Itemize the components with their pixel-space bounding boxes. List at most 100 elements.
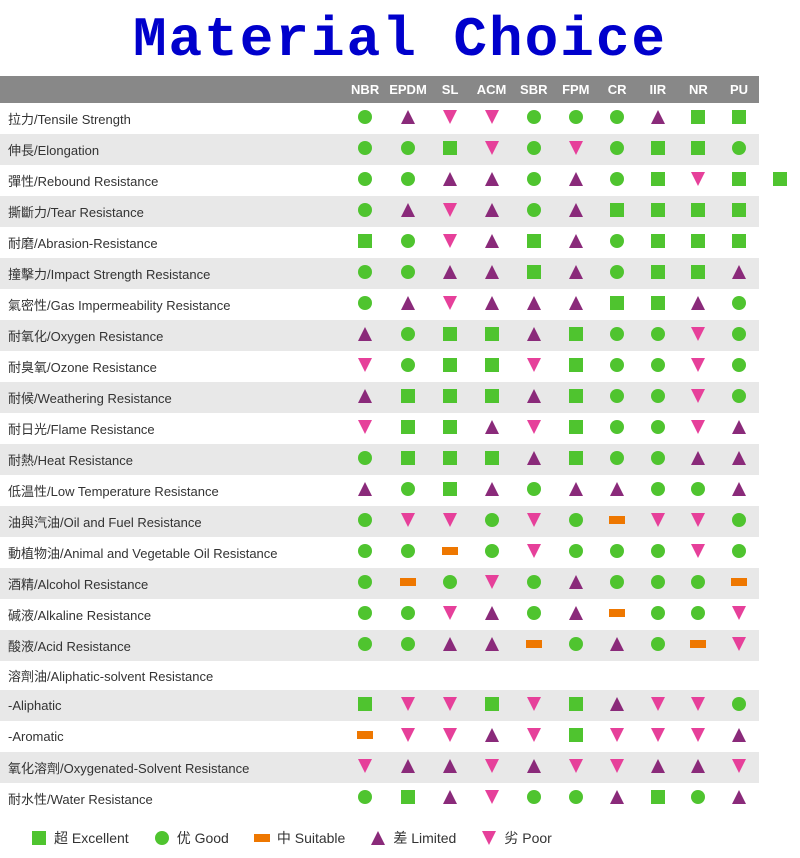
header-material-col: ACM — [470, 76, 512, 103]
poor-icon — [689, 726, 707, 744]
rating-cell — [430, 783, 471, 814]
poor-icon — [525, 511, 543, 529]
good-icon — [730, 695, 748, 713]
rating-cell — [430, 721, 471, 752]
poor-icon — [730, 757, 748, 775]
rating-cell — [678, 289, 719, 320]
rating-cell — [513, 721, 555, 752]
good-icon — [730, 294, 748, 312]
property-label: 耐水性/Water Resistance — [0, 783, 344, 814]
rating-cell — [597, 475, 638, 506]
good-icon — [608, 418, 626, 436]
excellent-icon — [771, 170, 789, 188]
limited-icon — [525, 757, 543, 775]
good-icon — [399, 480, 417, 498]
poor-icon — [483, 573, 501, 591]
rating-cell — [513, 444, 555, 475]
rating-cell — [638, 196, 679, 227]
property-label: 耐氧化/Oxygen Resistance — [0, 320, 344, 351]
poor-icon — [441, 726, 459, 744]
good-icon — [730, 511, 748, 529]
poor-icon — [689, 356, 707, 374]
rating-cell — [597, 630, 638, 661]
good-icon — [608, 573, 626, 591]
rating-cell — [638, 690, 679, 721]
good-icon — [649, 480, 667, 498]
property-label: 動植物油/Animal and Vegetable Oil Resistance — [0, 537, 344, 568]
good-icon — [608, 449, 626, 467]
rating-cell — [678, 258, 719, 289]
table-body: 拉力/Tensile Strength伸長/Elongation彈性/Rebou… — [0, 103, 800, 814]
rating-cell — [638, 661, 679, 690]
limited-icon — [483, 418, 501, 436]
legend-label: 优 Good — [177, 828, 229, 848]
suitable-icon — [525, 635, 543, 653]
rating-cell — [555, 351, 597, 382]
suitable-icon — [441, 542, 459, 560]
poor-icon — [356, 757, 374, 775]
excellent-icon — [356, 695, 374, 713]
good-icon — [608, 139, 626, 157]
rating-cell — [719, 351, 760, 382]
rating-cell — [430, 196, 471, 227]
poor-icon — [441, 511, 459, 529]
excellent-icon — [567, 418, 585, 436]
good-icon — [649, 449, 667, 467]
limited-icon — [730, 788, 748, 806]
rating-cell — [513, 134, 555, 165]
rating-cell — [430, 351, 471, 382]
rating-cell — [513, 630, 555, 661]
rating-cell — [719, 413, 760, 444]
rating-cell — [470, 599, 512, 630]
poor-icon — [399, 695, 417, 713]
excellent-icon — [30, 829, 48, 847]
rating-cell — [638, 599, 679, 630]
rating-cell — [678, 103, 719, 134]
good-icon — [483, 511, 501, 529]
limited-icon — [567, 294, 585, 312]
excellent-icon — [730, 201, 748, 219]
good-icon — [567, 511, 585, 529]
limited-icon — [730, 263, 748, 281]
table-row: 低温性/Low Temperature Resistance — [0, 475, 800, 506]
property-label: 耐磨/Abrasion-Resistance — [0, 227, 344, 258]
table-row: 動植物油/Animal and Vegetable Oil Resistance — [0, 537, 800, 568]
excellent-icon — [483, 695, 501, 713]
rating-cell — [638, 630, 679, 661]
limited-icon — [399, 757, 417, 775]
rating-cell — [678, 444, 719, 475]
rating-cell — [513, 320, 555, 351]
limited-icon — [483, 232, 501, 250]
limited-icon — [483, 263, 501, 281]
excellent-icon — [567, 325, 585, 343]
rating-cell — [597, 289, 638, 320]
limited-icon — [441, 170, 459, 188]
excellent-icon — [399, 418, 417, 436]
rating-cell — [638, 227, 679, 258]
property-label: 耐臭氧/Ozone Resistance — [0, 351, 344, 382]
rating-cell — [638, 444, 679, 475]
good-icon — [730, 387, 748, 405]
rating-cell — [678, 783, 719, 814]
limited-icon — [567, 573, 585, 591]
rating-cell — [430, 475, 471, 506]
limited-icon — [399, 201, 417, 219]
rating-cell — [344, 165, 386, 196]
header-material-col: PU — [719, 76, 760, 103]
limited-icon — [567, 201, 585, 219]
excellent-icon — [649, 788, 667, 806]
excellent-icon — [730, 108, 748, 126]
limited-icon — [441, 788, 459, 806]
good-icon — [153, 829, 171, 847]
rating-cell — [513, 289, 555, 320]
poor-icon — [525, 726, 543, 744]
excellent-icon — [567, 449, 585, 467]
rating-cell — [555, 506, 597, 537]
table-row: 碱液/Alkaline Resistance — [0, 599, 800, 630]
table-row: 耐熱/Heat Resistance — [0, 444, 800, 475]
good-icon — [608, 263, 626, 281]
rating-cell — [719, 320, 760, 351]
rating-cell — [638, 721, 679, 752]
rating-cell — [555, 320, 597, 351]
rating-cell — [386, 351, 430, 382]
